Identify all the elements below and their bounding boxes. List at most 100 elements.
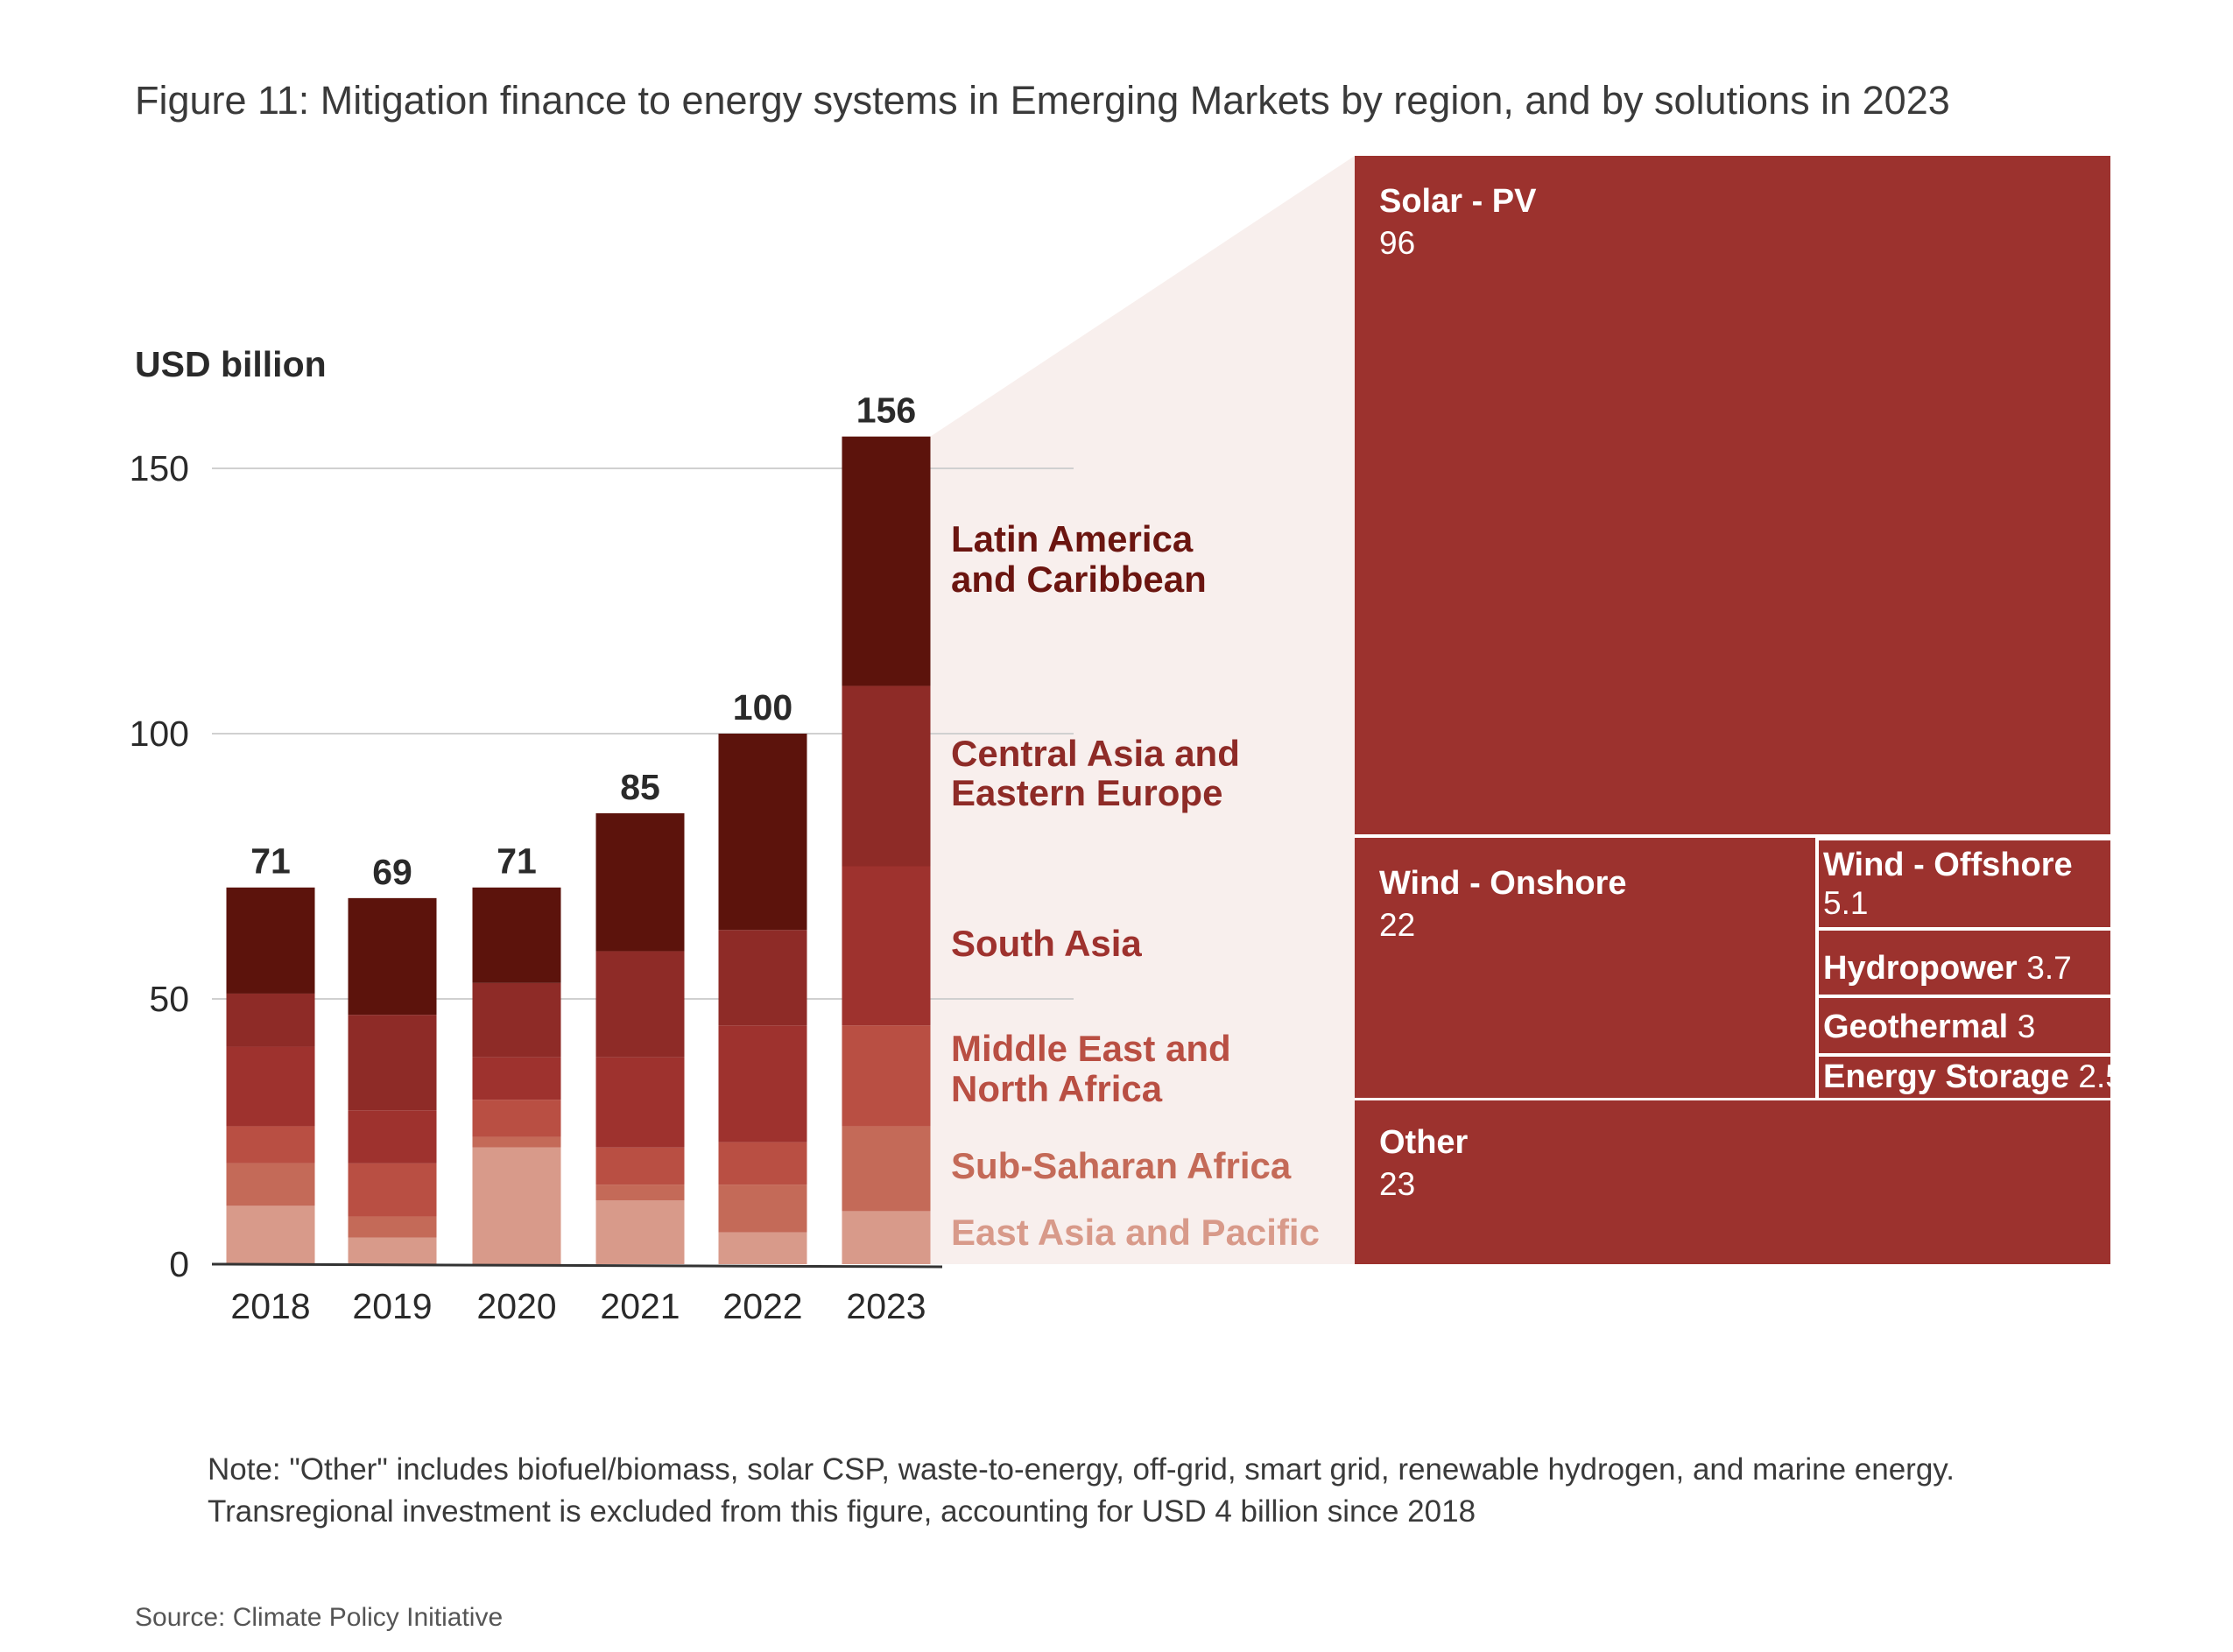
bar-total-label: 156: [856, 390, 916, 431]
region-label: Middle East and North Africa: [951, 1028, 1231, 1109]
treemap-label: Solar - PV: [1379, 183, 1537, 220]
y-tick-label: 100: [130, 714, 189, 754]
region-label-line: and Caribbean: [951, 559, 1207, 600]
bar-segment: [348, 1237, 437, 1264]
bar-segment: [472, 982, 561, 1058]
bar-total-label: 71: [250, 841, 291, 882]
bar-segment: [718, 1142, 807, 1185]
bar-segment: [842, 1025, 931, 1127]
bar-segment: [595, 812, 685, 952]
bar-segment: [348, 897, 437, 1016]
region-label: Latin America and Caribbean: [951, 518, 1207, 600]
bar-segment: [226, 1046, 315, 1127]
bar-segment: [842, 685, 931, 867]
bar-segment: [226, 887, 315, 994]
treemap-value: 3: [2018, 1009, 2036, 1044]
bar-segment: [348, 1163, 437, 1217]
region-label: South Asia: [951, 923, 1142, 964]
bar-segment: [595, 1185, 685, 1201]
stacked-bars: 71 2018 69 2019 71 2020 85 2021 100 2022 156 2023: [211, 390, 943, 1326]
x-tick-label: 2018: [230, 1286, 310, 1326]
region-label: East Asia and Pacific: [951, 1212, 1320, 1253]
treemap-cell: [1819, 931, 2110, 995]
bar-segment: [226, 1126, 315, 1163]
x-tick-label: 2019: [352, 1286, 432, 1326]
treemap-label: Geothermal 3: [1823, 1009, 2035, 1045]
bar-segment: [348, 1216, 437, 1238]
x-axis-line: [211, 1262, 943, 1269]
treemap-label: Wind - Onshore: [1379, 865, 1627, 902]
zoom-wedge-shape: [930, 156, 1355, 1264]
bar-segment: [718, 1025, 807, 1142]
region-label-line: Eastern Europe: [951, 772, 1222, 813]
region-label: Sub-Saharan Africa: [951, 1145, 1292, 1186]
zoom-wedge: [930, 156, 1355, 1264]
treemap-value: 2.5: [2078, 1058, 2123, 1094]
x-tick-label: 2021: [600, 1286, 680, 1326]
bar-segment: [226, 1206, 315, 1264]
bar-segment: [595, 1057, 685, 1148]
source: Source: Climate Policy Initiative: [135, 1603, 503, 1632]
bar-segment: [226, 1163, 315, 1206]
bar-segment: [595, 1147, 685, 1185]
region-label-line: East Asia and Pacific: [951, 1212, 1320, 1253]
region-label-line: Latin America: [951, 518, 1194, 559]
bar-segment: [348, 1110, 437, 1163]
y-axis-label: USD billion: [135, 344, 327, 384]
treemap-label: Energy Storage 2.5: [1823, 1058, 2124, 1095]
bar-total-label: 100: [733, 687, 792, 728]
treemap-cell: [1819, 840, 2110, 927]
y-tick-label: 0: [169, 1244, 189, 1284]
bar-segment: [842, 866, 931, 1026]
treemap-label-name: Hydropower: [1823, 950, 2026, 987]
region-label-line: North Africa: [951, 1068, 1163, 1109]
treemap-cell: [1819, 1057, 2110, 1098]
bar-segment: [842, 1126, 931, 1212]
x-tick-label: 2020: [476, 1286, 556, 1326]
y-tick-label: 150: [130, 448, 189, 489]
bar-total-label: 71: [497, 841, 537, 882]
treemap-value: 5.1: [1823, 885, 1868, 921]
region-label-line: Sub-Saharan Africa: [951, 1145, 1292, 1186]
bar-segment: [472, 1100, 561, 1137]
treemap-cell: [1355, 156, 2110, 834]
region-labels: East Asia and Pacific Sub-Saharan Africa M…: [951, 518, 1320, 1253]
treemap-label: Hydropower 3.7: [1823, 950, 2072, 987]
treemap-label: Wind - Offshore: [1823, 847, 2073, 883]
note-line-1: Note: "Other" includes biofuel/biomass, …: [208, 1452, 1955, 1487]
x-tick-label: 2023: [846, 1286, 926, 1326]
bar-segment: [226, 993, 315, 1047]
bar-segment: [472, 1057, 561, 1100]
bar-segment: [842, 1211, 931, 1264]
y-tick-label: 50: [149, 979, 189, 1019]
bar-segment: [472, 887, 561, 983]
treemap-value: 23: [1379, 1166, 1415, 1202]
treemap-label-name: Energy Storage: [1823, 1058, 2078, 1095]
treemap-label: Other: [1379, 1124, 1469, 1161]
region-label-line: South Asia: [951, 923, 1142, 964]
treemap-value: 3.7: [2026, 950, 2071, 986]
treemap-value: 22: [1379, 907, 1415, 943]
bar-segment: [718, 734, 807, 931]
treemap-cell: [1355, 838, 1815, 1098]
bar-segment: [842, 436, 931, 686]
bar-segment: [718, 1185, 807, 1233]
bar-segment: [472, 1136, 561, 1148]
figure-title: Figure 11: Mitigation finance to energy …: [135, 78, 1950, 123]
treemap-label-name: Geothermal: [1823, 1009, 2018, 1045]
x-tick-label: 2022: [722, 1286, 802, 1326]
treemap-value: 96: [1379, 225, 1415, 261]
bar-segment: [718, 1232, 807, 1264]
bar-segment: [595, 951, 685, 1058]
gridlines: 0 50 100 150: [130, 448, 1074, 1284]
bar-total-label: 85: [620, 767, 660, 807]
bar-total-label: 69: [372, 852, 412, 892]
bar-segment: [472, 1147, 561, 1264]
region-label-line: Central Asia and: [951, 733, 1240, 774]
bar-segment: [718, 930, 807, 1026]
treemap: Solar - PV 96 Wind - Onshore 22 Wind - Offsh…: [1355, 156, 2124, 1264]
note-line-2: Transregional investment is excluded fro…: [208, 1494, 1476, 1529]
treemap-cell: [1355, 1100, 2110, 1264]
bar-segment: [348, 1015, 437, 1111]
